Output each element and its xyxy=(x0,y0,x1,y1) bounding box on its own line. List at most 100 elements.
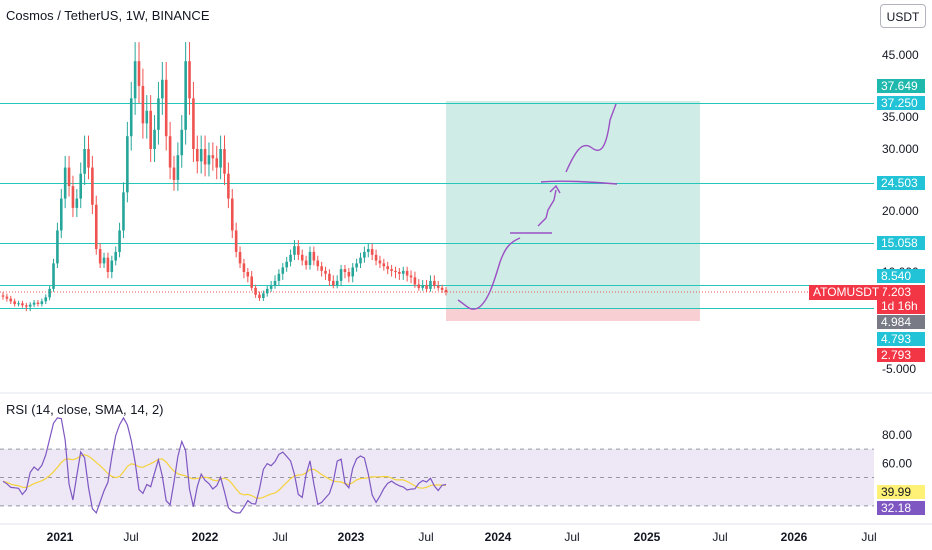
candle-body xyxy=(265,288,269,294)
candle-body xyxy=(425,285,428,289)
candle-body xyxy=(153,129,156,149)
time-axis-tick: Jul xyxy=(861,530,876,544)
candle-body xyxy=(141,85,145,124)
time-axis-tick: Jul xyxy=(564,530,579,544)
candle-body xyxy=(32,302,36,305)
rsi-ma-tag: 39.99 xyxy=(877,485,925,499)
candle-body xyxy=(94,204,98,250)
candle-body xyxy=(126,136,129,193)
stop-price-tag: 2.793 xyxy=(877,348,925,362)
price-axis-tick: 45.000 xyxy=(882,48,919,62)
candle-body xyxy=(300,254,304,261)
candle-body xyxy=(56,230,59,264)
candle-body xyxy=(207,155,211,165)
rsi-axis-tick: 80.00 xyxy=(882,428,912,442)
candle-body xyxy=(332,280,335,286)
candle-body xyxy=(83,149,86,174)
candle-body xyxy=(262,293,265,298)
candle-body xyxy=(398,272,401,274)
symbol-tag: ATOMUSDT xyxy=(809,285,884,300)
level-price-tag: 24.503 xyxy=(877,176,925,190)
entry-price-tag: 4.984 xyxy=(877,315,925,329)
candle-body xyxy=(199,149,203,162)
level-price-tag: 8.540 xyxy=(877,269,925,283)
candle-body xyxy=(110,260,114,272)
candle-body xyxy=(184,61,187,130)
projection-curve xyxy=(457,237,521,310)
candle-body xyxy=(273,280,277,286)
candle-body xyxy=(417,284,421,288)
candle-body xyxy=(114,251,117,261)
candle-body xyxy=(269,285,273,289)
candle-body xyxy=(347,272,351,277)
candle-body xyxy=(250,276,254,288)
candle-body xyxy=(71,186,75,208)
candle-body xyxy=(44,297,48,302)
candle-body xyxy=(129,98,133,137)
candle-body xyxy=(281,267,285,274)
candle-body xyxy=(40,301,44,304)
candle-body xyxy=(172,167,176,180)
candle-body xyxy=(258,294,261,298)
candle-body xyxy=(433,280,436,286)
candle-body xyxy=(304,260,308,266)
candle-body xyxy=(316,260,320,267)
horizontal-levels[interactable] xyxy=(0,103,874,309)
candle-body xyxy=(230,198,234,231)
rsi-axis-tick: 60.00 xyxy=(882,456,912,470)
candle-body xyxy=(168,136,172,168)
candle-body xyxy=(28,304,32,307)
candle-body xyxy=(192,98,195,149)
candle-body xyxy=(223,149,226,174)
candle-body xyxy=(122,192,125,231)
symbol-title[interactable]: Cosmos / TetherUS, 1W, BINANCE xyxy=(6,8,210,23)
candle-body xyxy=(254,287,257,295)
candle-body xyxy=(343,269,347,272)
time-axis-tick: 2023 xyxy=(338,530,365,544)
candle-body xyxy=(21,303,24,306)
time-axis-tick: 2024 xyxy=(485,530,512,544)
candle-body xyxy=(180,129,184,156)
rsi-indicator-label[interactable]: RSI (14, close, SMA, 14, 2) xyxy=(6,402,164,417)
time-axis-tick: 2025 xyxy=(634,530,661,544)
candle-body xyxy=(36,302,40,304)
candle-body xyxy=(390,269,393,271)
position-zones xyxy=(446,101,700,321)
time-axis[interactable]: 2021 Jul 2022 Jul 2023 Jul 2024 Jul 2025 Jul 2026 J… xyxy=(47,530,877,544)
target-price-tag: 37.649 xyxy=(877,79,925,93)
candle-body xyxy=(394,270,397,272)
projected-path-drawing[interactable] xyxy=(457,103,618,310)
candle-body xyxy=(324,270,327,274)
candle-body xyxy=(289,254,292,262)
last-price-tag: 7.203 xyxy=(877,285,925,299)
projection-arrow xyxy=(537,189,557,227)
candle-body xyxy=(308,251,312,266)
candle-body xyxy=(355,263,358,268)
candle-body xyxy=(118,230,121,252)
candle-body xyxy=(401,270,405,274)
candle-body xyxy=(234,230,238,252)
candle-body xyxy=(188,61,191,99)
time-axis-tick: Jul xyxy=(123,530,138,544)
candle-body xyxy=(145,110,149,124)
level-price-tag: 37.250 xyxy=(877,96,925,110)
currency-button[interactable]: USDT xyxy=(880,4,926,28)
candle-body xyxy=(13,301,16,304)
candle-body xyxy=(339,269,343,281)
candle-body xyxy=(87,149,90,168)
price-axis-tick: -5.000 xyxy=(882,362,916,376)
candle-body xyxy=(102,257,106,264)
time-axis-tick: 2022 xyxy=(192,530,219,544)
candle-body xyxy=(312,251,316,261)
candle-body xyxy=(328,273,331,281)
candle-body xyxy=(59,198,63,231)
price-axis-tick: 35.000 xyxy=(882,110,919,124)
candle-body xyxy=(436,285,440,288)
candle-body xyxy=(219,149,222,168)
candle-body xyxy=(67,167,71,187)
candle-body xyxy=(246,272,250,277)
candle-body xyxy=(370,249,374,255)
candle-body xyxy=(320,266,323,271)
